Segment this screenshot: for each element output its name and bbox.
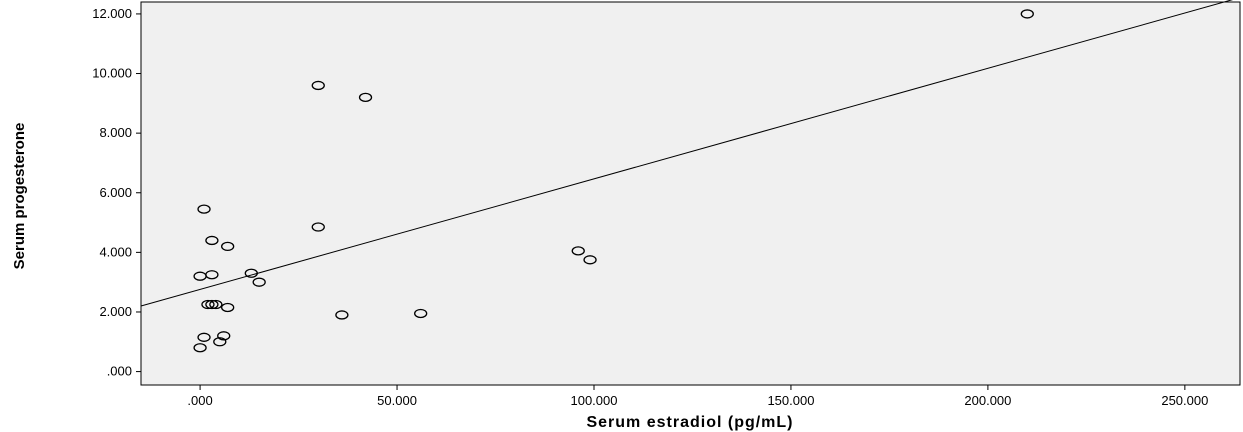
- data-point: [358, 92, 373, 103]
- data-point: [414, 308, 428, 319]
- y-axis-title: Serum progesterone: [11, 123, 28, 270]
- data-point: [335, 310, 349, 320]
- x-tick-label: 250.000: [1161, 393, 1208, 408]
- x-tick-label: .000: [187, 393, 212, 408]
- x-tick-label: 100.000: [570, 393, 617, 408]
- x-tick-label: 50.000: [377, 393, 417, 408]
- data-point: [252, 277, 266, 287]
- data-point: [205, 270, 219, 280]
- data-point: [205, 299, 219, 310]
- x-tick-label: 150.000: [767, 393, 814, 408]
- data-point: [197, 332, 211, 342]
- data-point: [221, 241, 235, 252]
- data-point: [209, 299, 223, 310]
- plot-area: [140, 1, 1241, 386]
- y-axis: .000 2.000 4.000 6.000 8.000 10.000 12.000: [92, 6, 141, 379]
- data-point: [193, 343, 207, 353]
- x-axis-title: Serum estradiol (pg/mL): [586, 414, 793, 431]
- y-tick-label: 8.000: [99, 125, 132, 140]
- data-point: [1020, 9, 1034, 19]
- data-point: [583, 255, 597, 265]
- data-point: [221, 302, 235, 313]
- data-point: [197, 204, 211, 214]
- y-tick-label: 12.000: [92, 6, 132, 21]
- data-point: [571, 246, 585, 256]
- fit-line: [140, 0, 1234, 307]
- data-point: [217, 331, 231, 341]
- data-point: [244, 268, 258, 278]
- data-point: [311, 222, 325, 232]
- y-tick-label: 6.000: [99, 185, 132, 200]
- fit-line-layer: [140, 0, 1234, 307]
- points-layer: [193, 9, 1034, 353]
- data-point: [201, 299, 215, 310]
- data-point: [213, 337, 227, 347]
- y-tick-label: 10.000: [92, 66, 132, 81]
- x-tick-label: 200.000: [964, 393, 1011, 408]
- x-axis: .000 50.000 100.000 150.000 200.000 250.000: [187, 385, 1208, 408]
- y-tick-label: 2.000: [99, 304, 132, 319]
- data-point: [311, 80, 325, 91]
- y-tick-label: .000: [107, 364, 132, 379]
- data-point: [205, 235, 219, 246]
- y-tick-label: 4.000: [99, 244, 132, 259]
